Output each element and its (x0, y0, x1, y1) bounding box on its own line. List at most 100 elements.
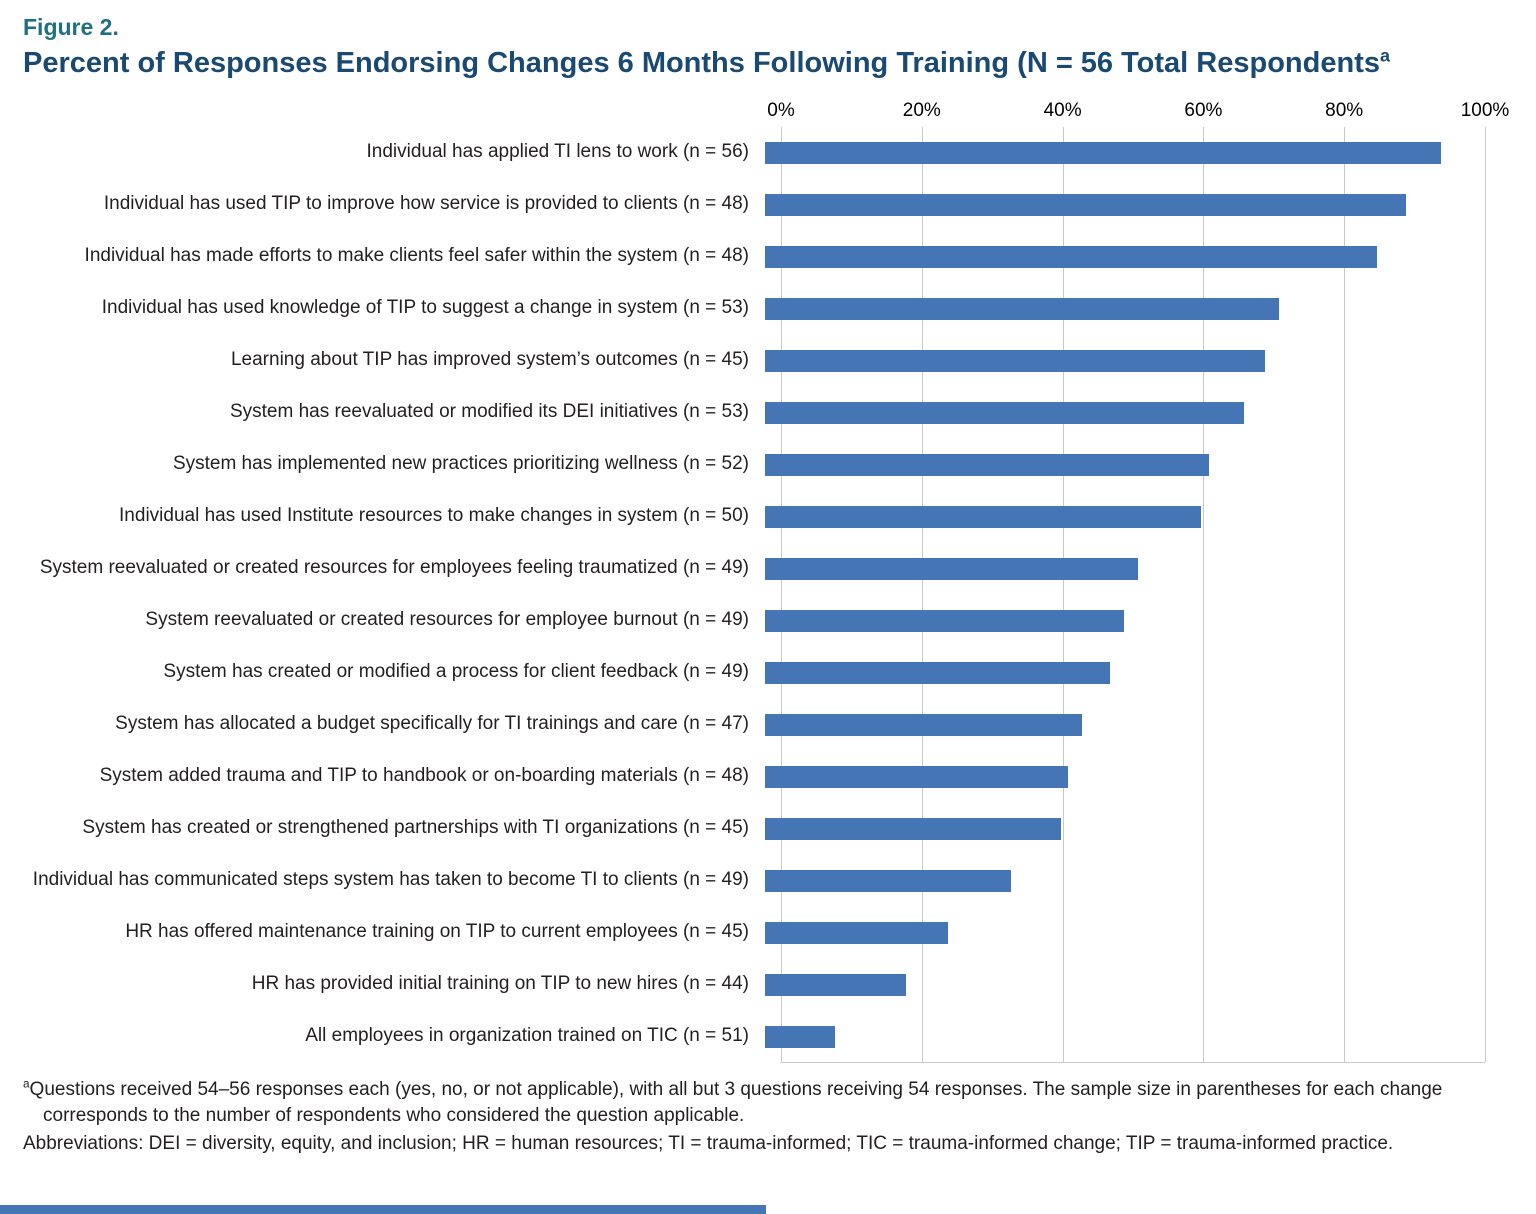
gridlines (781, 126, 1486, 1063)
footnote-abbreviations: Abbreviations: DEI = diversity, equity, … (23, 1133, 1394, 1155)
gridline (1485, 126, 1486, 1062)
footnotes: aQuestions received 54–56 responses each… (23, 1077, 1513, 1158)
bar-track (765, 817, 1469, 840)
gridline (781, 126, 782, 1062)
x-tick-label: 80% (1325, 99, 1364, 121)
bar-track (765, 921, 1469, 944)
bar (765, 973, 906, 996)
chart-row: System reevaluated or created resources … (23, 595, 1485, 647)
bar-track (765, 245, 1469, 268)
figure-title-superscript: a (1379, 45, 1390, 66)
bar (765, 661, 1110, 684)
footnote-sample-size: aQuestions received 54–56 responses each… (23, 1077, 1513, 1129)
bar-track (765, 869, 1469, 892)
chart-row: System has reevaluated or modified its D… (23, 387, 1485, 439)
bar-track (765, 401, 1469, 424)
bar (765, 765, 1068, 788)
x-tick-label: 60% (1184, 99, 1223, 121)
bar-label: Learning about TIP has improved system’s… (230, 349, 749, 371)
bar-label: Individual has communicated steps system… (32, 869, 749, 891)
x-tick-label: 20% (902, 99, 941, 121)
bar (765, 349, 1265, 372)
bar-label: System has reevaluated or modified its D… (229, 401, 749, 423)
bar (765, 1025, 836, 1048)
chart-row: System has implemented new practices pri… (23, 439, 1485, 491)
bar (765, 609, 1125, 632)
figure-title-text: Percent of Responses Endorsing Changes 6… (23, 47, 1380, 80)
bar-label: Individual has used Institute resources … (119, 505, 749, 527)
bottom-accent-bar (0, 1205, 766, 1214)
x-tick-label: 0% (767, 99, 795, 121)
chart-row: Individual has used Institute resources … (23, 491, 1485, 543)
chart-row: System added trauma and TIP to handbook … (23, 751, 1485, 803)
x-axis-row: 0% 20% 40% 60% 80% 100% (23, 95, 1509, 127)
bar-track (765, 505, 1469, 528)
bar (765, 297, 1279, 320)
bar-track (765, 661, 1469, 684)
bar (765, 505, 1202, 528)
x-tick-label: 100% (1460, 99, 1510, 121)
bar-track (765, 1025, 1469, 1048)
footnote-superscript: a (23, 1077, 30, 1091)
bar-label: All employees in organization trained on… (305, 1025, 749, 1047)
bar-track (765, 973, 1469, 996)
chart-row: Individual has communicated steps system… (23, 855, 1485, 907)
footnote-text: Questions received 54–56 responses each … (29, 1078, 1443, 1126)
chart-row: System reevaluated or created resources … (23, 543, 1485, 595)
plot-area: Individual has applied TI lens to work (… (23, 126, 1486, 1063)
bar-label: Individual has applied TI lens to work (… (366, 141, 749, 163)
gridline (921, 126, 923, 1062)
bar (765, 557, 1139, 580)
bar (765, 817, 1061, 840)
bar-label: System has allocated a budget specifical… (115, 713, 749, 735)
chart-row: Individual has used knowledge of TIP to … (23, 283, 1485, 335)
figure-header: Figure 2. Percent of Responses Endorsing… (0, 0, 1536, 81)
bar-track (765, 557, 1469, 580)
chart-row: System has allocated a budget specifical… (23, 699, 1485, 751)
chart-row: HR has provided initial training on TIP … (23, 959, 1485, 1011)
bar (765, 401, 1244, 424)
bar-track (765, 297, 1469, 320)
chart-row: All employees in organization trained on… (23, 1011, 1485, 1063)
bar (765, 141, 1441, 164)
gridline (1062, 126, 1064, 1062)
x-axis: 0% 20% 40% 60% 80% 100% (767, 95, 1509, 127)
bar-track (765, 713, 1469, 736)
chart-row: System has created or modified a process… (23, 647, 1485, 699)
x-tick-label: 40% (1043, 99, 1082, 121)
chart-row: System has created or strengthened partn… (23, 803, 1485, 855)
chart-rows: Individual has applied TI lens to work (… (23, 127, 1485, 1063)
gridline (1203, 126, 1205, 1062)
chart-row: Individual has made efforts to make clie… (23, 231, 1485, 283)
bar-track (765, 609, 1469, 632)
bar-label: System has implemented new practices pri… (172, 453, 749, 475)
bar (765, 869, 1012, 892)
bar-chart: 0% 20% 40% 60% 80% 100% Individual has applie… (23, 95, 1509, 1063)
bar-track (765, 141, 1469, 164)
chart-row: Learning about TIP has improved system’s… (23, 335, 1485, 387)
bar-label: System has created or strengthened partn… (82, 817, 749, 839)
bar-track (765, 453, 1469, 476)
bar-label: System reevaluated or created resources … (39, 557, 749, 579)
label-column-spacer (23, 95, 781, 127)
bar-label: Individual has used TIP to improve how s… (103, 193, 749, 215)
bar-label: System added trauma and TIP to handbook … (99, 765, 749, 787)
figure-number-label: Figure 2. (23, 14, 119, 40)
chart-row: HR has offered maintenance training on T… (23, 907, 1485, 959)
figure-title: Percent of Responses Endorsing Changes 6… (23, 47, 1513, 80)
bar-label: HR has offered maintenance training on T… (125, 921, 749, 943)
bar-track (765, 349, 1469, 372)
bar (765, 245, 1378, 268)
bar-label: System reevaluated or created resources … (145, 609, 749, 631)
bar (765, 921, 949, 944)
bar-label: Individual has used knowledge of TIP to … (101, 297, 749, 319)
chart-row: Individual has applied TI lens to work (… (23, 127, 1485, 179)
bar-label: Individual has made efforts to make clie… (84, 245, 749, 267)
bar (765, 193, 1406, 216)
bar-track (765, 765, 1469, 788)
bar-label: System has created or modified a process… (163, 661, 749, 683)
bar-label: HR has provided initial training on TIP … (251, 973, 749, 995)
bar (765, 453, 1209, 476)
gridline (1344, 126, 1346, 1062)
